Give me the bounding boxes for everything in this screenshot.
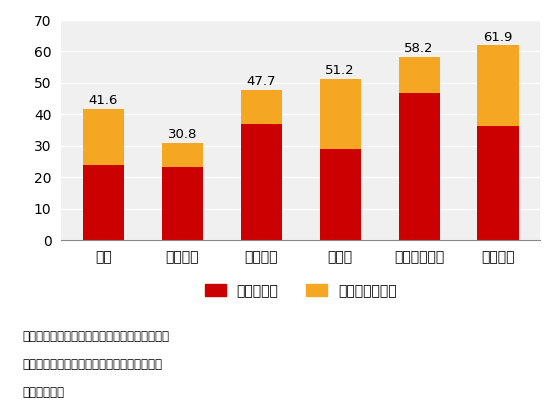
Bar [83, 109, 124, 164]
Bar [162, 167, 203, 240]
Text: 61.9: 61.9 [483, 30, 512, 44]
Text: 30.8: 30.8 [168, 128, 197, 141]
Text: 47.7: 47.7 [247, 75, 276, 88]
Text: 社会保障負担率＝社会保険料／国民所得: 社会保障負担率＝社会保険料／国民所得 [22, 358, 162, 371]
Text: 41.6: 41.6 [89, 94, 118, 107]
Text: 51.2: 51.2 [325, 64, 355, 77]
Text: 注：租税負担率＝（国税＋地方税）／国民所得: 注：租税負担率＝（国税＋地方税）／国民所得 [22, 330, 169, 343]
Bar [399, 93, 439, 240]
Bar [477, 126, 519, 240]
Bar [399, 57, 439, 93]
Bar [162, 143, 203, 167]
Bar [83, 164, 124, 240]
Text: 出典：国税庁: 出典：国税庁 [22, 386, 64, 399]
Legend: 租税負担率, 社会保障負担率: 租税負担率, 社会保障負担率 [199, 278, 402, 304]
Bar [477, 46, 519, 126]
Bar [320, 149, 361, 240]
Text: 58.2: 58.2 [404, 42, 434, 55]
Bar [241, 124, 282, 240]
Bar [241, 90, 282, 124]
Bar [320, 79, 361, 149]
